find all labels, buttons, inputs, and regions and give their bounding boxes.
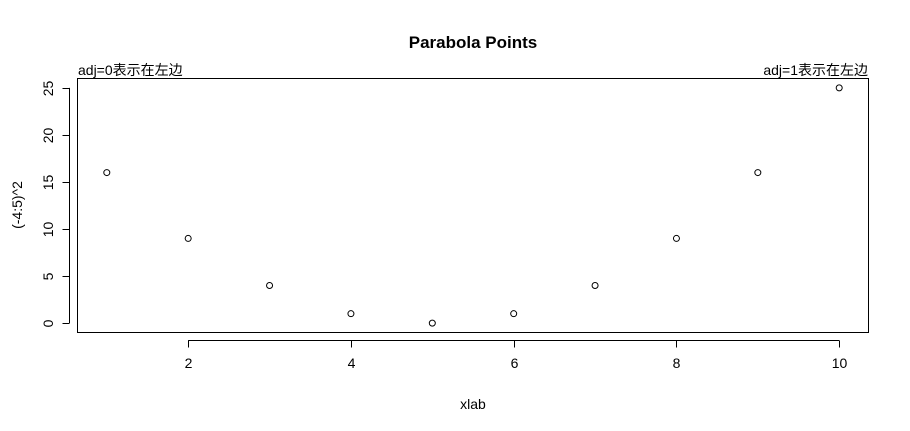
data-point [510, 310, 518, 318]
data-point [103, 169, 111, 177]
annotation-left: adj=0表示在左边 [78, 62, 183, 78]
x-axis-label: xlab [460, 396, 486, 412]
x-tick-label: 4 [348, 355, 356, 371]
data-points [103, 84, 843, 327]
data-point [672, 234, 680, 242]
y-tick-label: 5 [40, 272, 56, 280]
y-axis: 0 5 10 15 20 25 [40, 81, 70, 327]
data-point [266, 281, 274, 289]
data-point [347, 310, 355, 318]
y-tick-label: 25 [40, 81, 56, 97]
y-axis-label: (-4:5)^2 [9, 181, 25, 229]
annotation-right: adj=1表示在左边 [763, 62, 868, 78]
y-tick-label: 20 [40, 128, 56, 144]
x-tick-label: 8 [673, 355, 681, 371]
y-tick-label: 15 [40, 175, 56, 191]
y-tick-label: 10 [40, 222, 56, 238]
data-point [754, 169, 762, 177]
data-point [835, 84, 843, 92]
x-axis: 2 4 6 8 10 [185, 340, 848, 371]
y-tick-label: 0 [40, 319, 56, 327]
x-tick-label: 10 [832, 355, 848, 371]
plot-frame [77, 78, 869, 333]
data-point [591, 281, 599, 289]
x-tick-label: 2 [185, 355, 193, 371]
data-point [428, 319, 436, 327]
chart-title: Parabola Points [409, 33, 537, 52]
x-tick-label: 6 [511, 355, 519, 371]
data-point [184, 234, 192, 242]
